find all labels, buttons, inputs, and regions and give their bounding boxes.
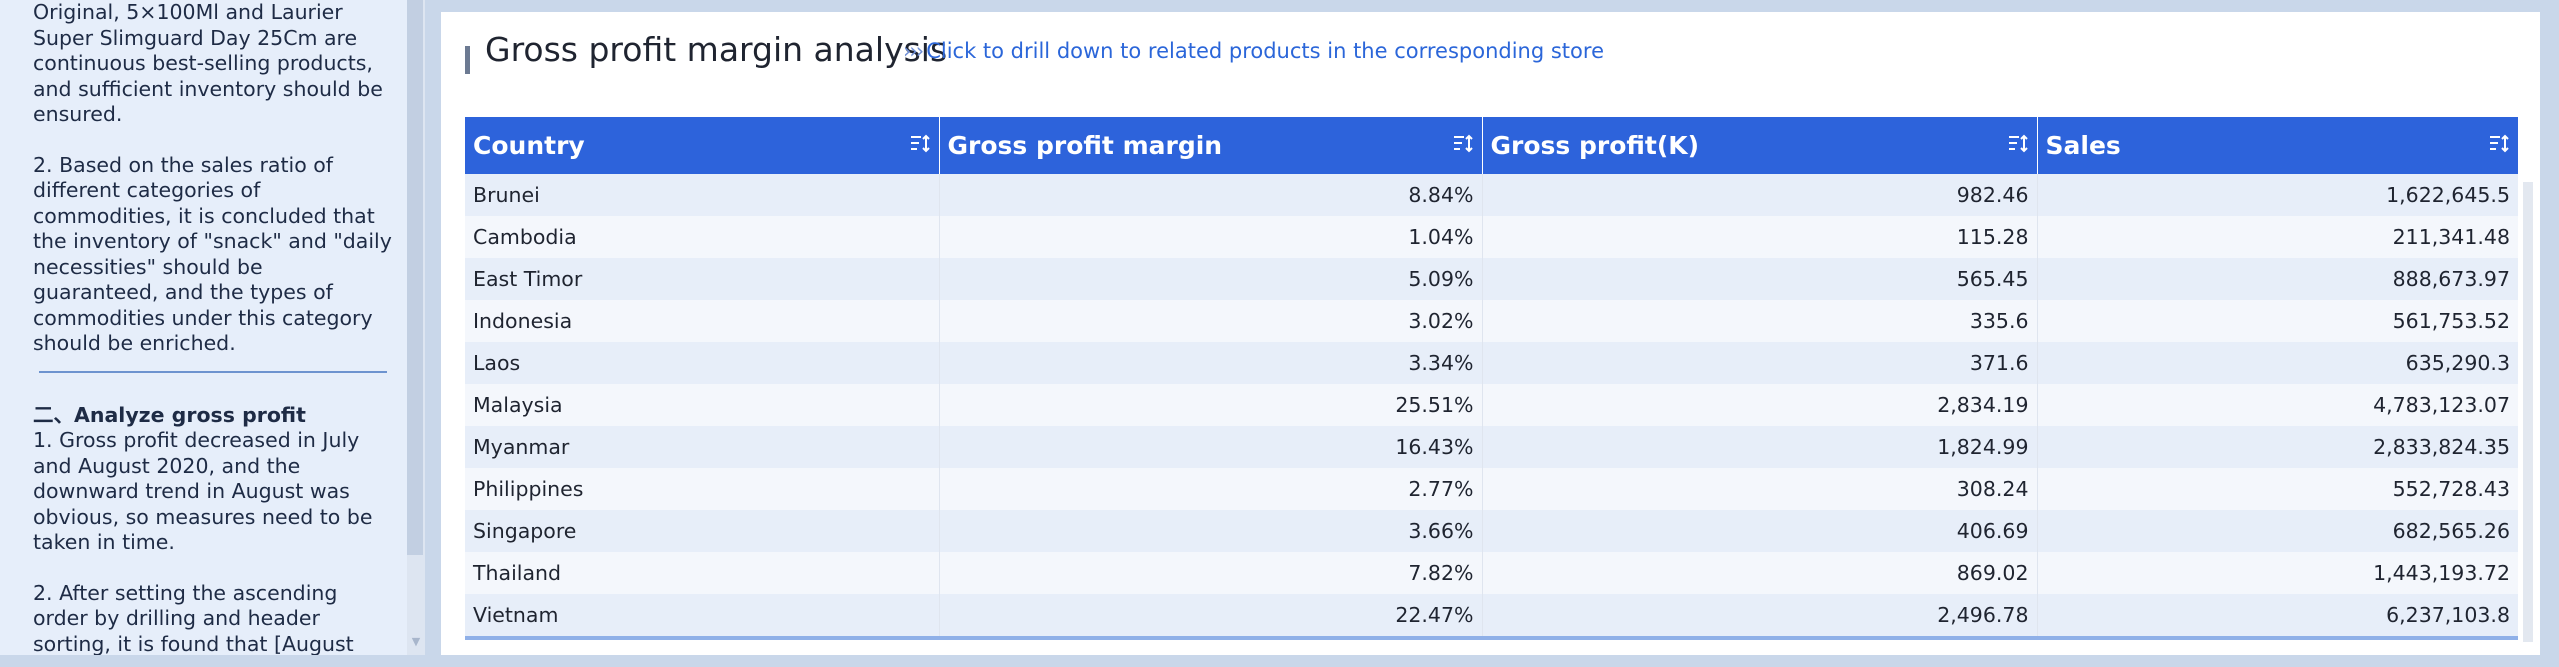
title-accent-bar	[465, 46, 470, 74]
country-cell[interactable]: Myanmar	[465, 426, 940, 468]
country-cell[interactable]: Brunei	[465, 174, 940, 216]
column-header-label: Sales	[2045, 131, 2121, 160]
table-bottom-border	[465, 636, 2518, 640]
value-cell: 1.04%	[939, 216, 1483, 258]
gross-profit-panel: Gross profit margin analysis ››› Click to…	[441, 12, 2540, 655]
table-row[interactable]: Philippines 2.77% 308.24 552,728.43	[465, 468, 2518, 510]
drill-down-link[interactable]: ››› Click to drill down to related produc…	[903, 37, 1604, 65]
country-cell[interactable]: Vietnam	[465, 594, 940, 636]
value-cell: 335.6	[1482, 300, 2038, 342]
country-cell[interactable]: Singapore	[465, 510, 940, 552]
value-cell: 115.28	[1482, 216, 2038, 258]
value-cell: 3.34%	[939, 342, 1483, 384]
table-row[interactable]: Singapore 3.66% 406.69 682,565.26	[465, 510, 2518, 552]
table-row[interactable]: Thailand 7.82% 869.02 1,443,193.72	[465, 552, 2518, 594]
sidebar-paragraph: 1. Gross profit decreased in July and Au…	[33, 428, 373, 554]
value-cell: 888,673.97	[2037, 258, 2518, 300]
column-header-label: Gross profit margin	[947, 131, 1223, 160]
value-cell: 2,834.19	[1482, 384, 2038, 426]
value-cell: 6,237,103.8	[2037, 594, 2518, 636]
country-cell[interactable]: Laos	[465, 342, 940, 384]
value-cell: 2.77%	[939, 468, 1483, 510]
page-title: Gross profit margin analysis	[485, 30, 948, 69]
country-cell[interactable]: East Timor	[465, 258, 940, 300]
value-cell: 211,341.48	[2037, 216, 2518, 258]
value-cell: 3.02%	[939, 300, 1483, 342]
value-cell: 7.82%	[939, 552, 1483, 594]
table-row[interactable]: Vietnam 22.47% 2,496.78 6,237,103.8	[465, 594, 2518, 636]
value-cell: 635,290.3	[2037, 342, 2518, 384]
country-cell[interactable]: Cambodia	[465, 216, 940, 258]
column-header[interactable]: Gross profit(K)	[1482, 117, 2038, 174]
table-row[interactable]: East Timor 5.09% 565.45 888,673.97	[465, 258, 2518, 300]
table-row[interactable]: Laos 3.34% 371.6 635,290.3	[465, 342, 2518, 384]
value-cell: 2,496.78	[1482, 594, 2038, 636]
column-header[interactable]: Country	[465, 117, 940, 174]
value-cell: 2,833,824.35	[2037, 426, 2518, 468]
value-cell: 1,824.99	[1482, 426, 2038, 468]
value-cell: 1,622,645.5	[2037, 174, 2518, 216]
value-cell: 682,565.26	[2037, 510, 2518, 552]
table-scrollbar[interactable]	[2523, 182, 2533, 642]
value-cell: 565.45	[1482, 258, 2038, 300]
table-row[interactable]: Malaysia 25.51% 2,834.19 4,783,123.07	[465, 384, 2518, 426]
gross-profit-table: Country Gross profit margin Gross profit(K…	[465, 117, 2518, 640]
value-cell: 4,783,123.07	[2037, 384, 2518, 426]
value-cell: 25.51%	[939, 384, 1483, 426]
sidebar-paragraph: 2. After setting the ascending order by …	[33, 580, 354, 656]
table-row[interactable]: Cambodia 1.04% 115.28 211,341.48	[465, 216, 2518, 258]
country-cell[interactable]: Philippines	[465, 468, 940, 510]
value-cell: 406.69	[1482, 510, 2038, 552]
value-cell: 8.84%	[939, 174, 1483, 216]
table-row[interactable]: Brunei 8.84% 982.46 1,622,645.5	[465, 174, 2518, 216]
table-header-row: Country Gross profit margin Gross profit(K…	[465, 117, 2518, 174]
value-cell: 5.09%	[939, 258, 1483, 300]
column-header[interactable]: Gross profit margin	[939, 117, 1483, 174]
value-cell: 561,753.52	[2037, 300, 2518, 342]
value-cell: 552,728.43	[2037, 468, 2518, 510]
column-header-label: Gross profit(K)	[1490, 131, 1700, 160]
sidebar-divider	[39, 370, 387, 373]
country-cell[interactable]: Thailand	[465, 552, 940, 594]
country-cell[interactable]: Malaysia	[465, 384, 940, 426]
value-cell: 1,443,193.72	[2037, 552, 2518, 594]
value-cell: 308.24	[1482, 468, 2038, 510]
value-cell: 16.43%	[939, 426, 1483, 468]
chevron-down-icon[interactable]: ▼	[411, 635, 421, 648]
value-cell: 3.66%	[939, 510, 1483, 552]
country-cell[interactable]: Indonesia	[465, 300, 940, 342]
sidebar-paragraph: 2. Based on the sales ratio of different…	[33, 152, 392, 356]
value-cell: 869.02	[1482, 552, 2038, 594]
sidebar-panel: Original, 5×100Ml and Laurier Super Slim…	[0, 0, 425, 655]
sidebar-paragraph: Original, 5×100Ml and Laurier Super Slim…	[33, 0, 383, 126]
sidebar-scrollbar-thumb[interactable]	[407, 0, 423, 555]
value-cell: 982.46	[1482, 174, 2038, 216]
section-title: 二、Analyze gross profit	[33, 402, 306, 427]
column-header[interactable]: Sales	[2037, 117, 2518, 174]
chevron-right-icon: ›››	[903, 39, 924, 63]
value-cell: 371.6	[1482, 342, 2038, 384]
table-row[interactable]: Indonesia 3.02% 335.6 561,753.52	[465, 300, 2518, 342]
table-row[interactable]: Myanmar 16.43% 1,824.99 2,833,824.35	[465, 426, 2518, 468]
column-header-label: Country	[473, 131, 585, 160]
drill-down-link-text: Click to drill down to related products …	[926, 39, 1604, 63]
value-cell: 22.47%	[939, 594, 1483, 636]
sidebar-content: Original, 5×100Ml and Laurier Super Slim…	[33, 0, 393, 655]
